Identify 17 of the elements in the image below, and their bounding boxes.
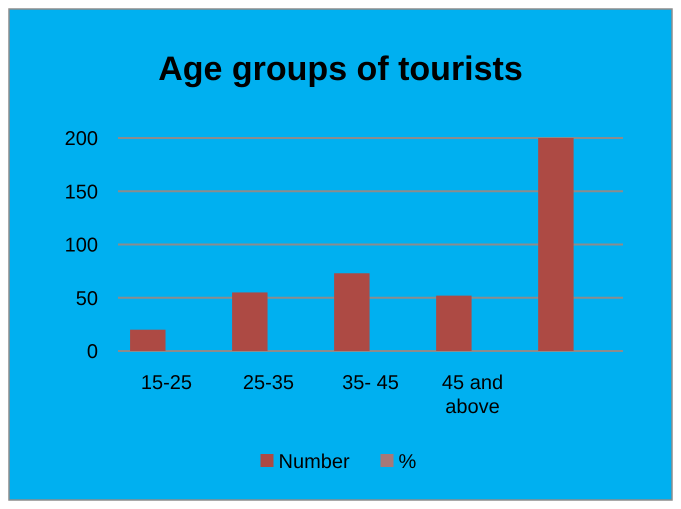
bar: [436, 296, 472, 351]
legend-label: Number: [278, 451, 350, 473]
bar: [232, 292, 268, 351]
y-tick-label: 100: [64, 234, 98, 256]
chart-title: Age groups of tourists: [158, 50, 523, 88]
bar: [538, 138, 574, 351]
bar: [130, 330, 166, 351]
x-tick-label: 35- 45: [342, 372, 399, 394]
y-tick-label: 50: [76, 288, 98, 310]
y-tick-label: 0: [86, 341, 98, 363]
y-tick-label: 150: [64, 181, 98, 204]
x-tick-label: 45 and above: [442, 372, 504, 418]
x-tick-label: 15-25: [140, 372, 192, 394]
x-tick-label: 25-35: [242, 372, 294, 394]
legend-label: %: [398, 451, 416, 473]
bar: [334, 273, 370, 351]
y-tick-label: 200: [64, 128, 98, 150]
